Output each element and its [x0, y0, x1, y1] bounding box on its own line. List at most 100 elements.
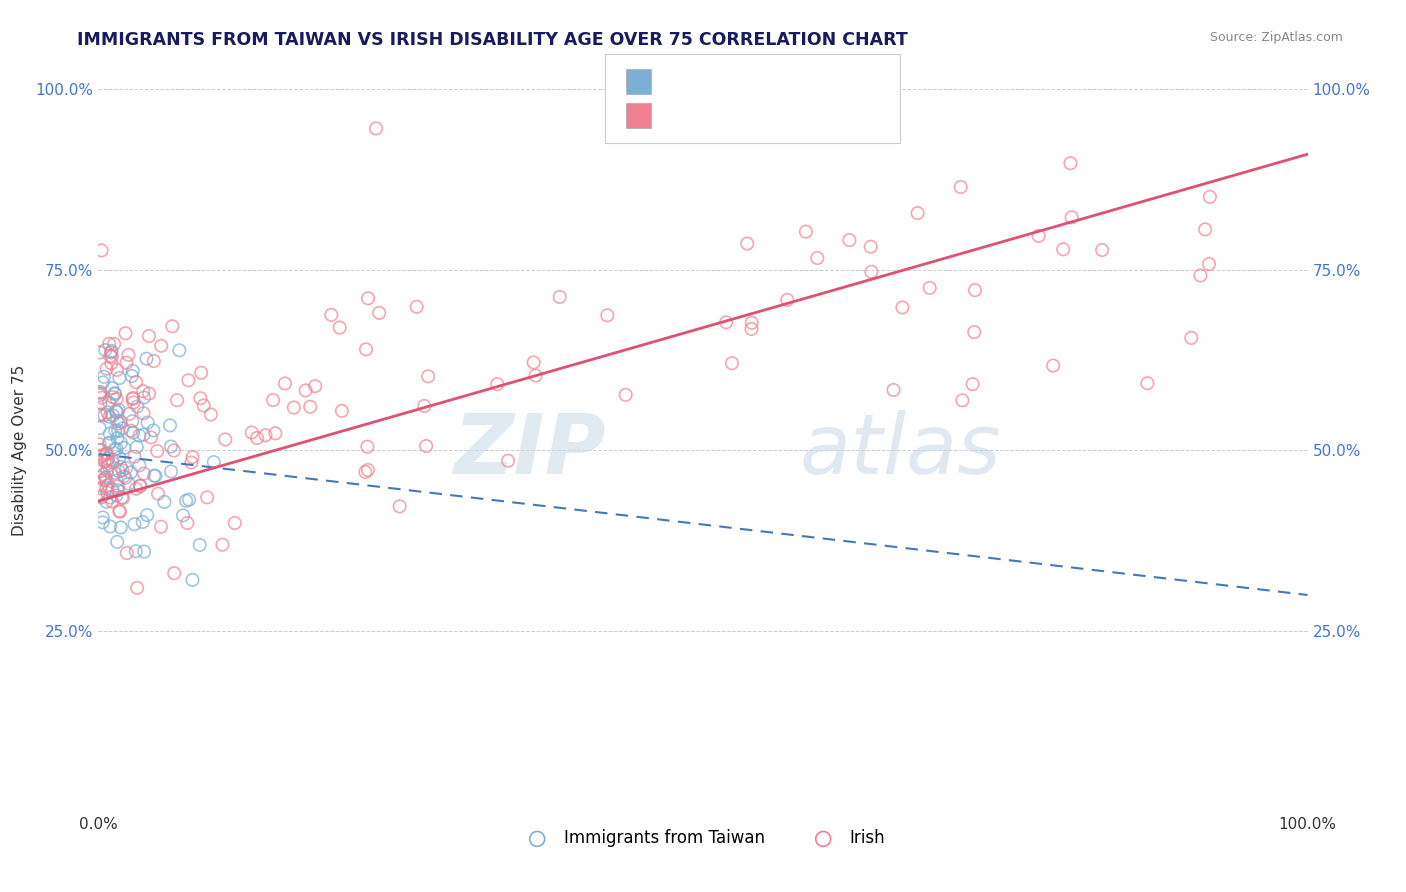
Point — [190, 391, 212, 405]
Point — [150, 339, 173, 353]
Point — [138, 386, 160, 401]
Text: Source: ZipAtlas.com: Source: ZipAtlas.com — [1209, 31, 1343, 45]
Point — [262, 393, 284, 408]
Point — [111, 463, 134, 477]
Point — [111, 490, 134, 504]
Point — [193, 399, 215, 413]
Point — [714, 315, 737, 329]
Point — [93, 467, 115, 482]
Point — [91, 448, 114, 462]
Point — [96, 446, 118, 460]
Point — [89, 437, 111, 451]
Point — [413, 399, 436, 413]
Point — [89, 481, 111, 495]
Point — [132, 384, 155, 398]
Point — [129, 479, 152, 493]
Point — [89, 345, 111, 359]
Point — [142, 354, 165, 368]
Point — [122, 392, 145, 406]
Point — [246, 431, 269, 445]
Point — [98, 435, 121, 450]
Point — [107, 402, 129, 417]
Point — [89, 442, 111, 457]
Point — [357, 291, 380, 305]
Point — [741, 316, 763, 330]
Point — [96, 485, 118, 500]
Point — [356, 440, 378, 454]
Point — [181, 450, 204, 464]
Text: N = 148: N = 148 — [787, 104, 868, 122]
Point — [125, 544, 148, 558]
Point — [163, 566, 186, 581]
Point — [963, 325, 986, 339]
Point — [104, 386, 127, 401]
Point — [132, 391, 155, 405]
Text: atlas: atlas — [800, 410, 1001, 491]
Point — [264, 426, 287, 441]
Point — [108, 504, 131, 518]
Point — [104, 423, 127, 437]
Point — [329, 320, 352, 334]
Point — [120, 466, 142, 480]
Point — [108, 371, 131, 385]
Point — [136, 416, 159, 430]
Point — [368, 306, 391, 320]
Point — [94, 343, 117, 357]
Point — [124, 517, 146, 532]
Point — [177, 373, 200, 387]
Point — [90, 491, 112, 505]
Point — [89, 421, 111, 435]
Point — [127, 400, 149, 414]
Point — [907, 206, 929, 220]
Point — [388, 500, 411, 514]
Point — [101, 390, 124, 404]
Point — [96, 495, 118, 509]
Point — [115, 546, 138, 560]
Point — [104, 404, 127, 418]
Point — [304, 379, 326, 393]
Point — [104, 387, 127, 401]
Point — [107, 479, 129, 493]
Point — [1136, 376, 1159, 391]
Point — [96, 454, 118, 468]
Point — [153, 495, 176, 509]
Point — [108, 464, 131, 478]
Point — [90, 450, 112, 464]
Point — [108, 450, 131, 465]
Point — [97, 451, 120, 466]
Point — [918, 281, 941, 295]
Point — [283, 401, 305, 415]
Point — [1028, 228, 1050, 243]
Point — [105, 534, 128, 549]
Point — [214, 433, 236, 447]
Point — [274, 376, 297, 391]
Point — [97, 478, 120, 492]
Point — [101, 494, 124, 508]
Point — [122, 395, 145, 409]
Point — [159, 418, 181, 433]
Point — [160, 440, 183, 454]
Point — [254, 428, 277, 442]
Point — [93, 408, 115, 422]
Point — [200, 408, 222, 422]
Point — [949, 180, 972, 194]
Point — [90, 244, 112, 258]
Point — [131, 515, 153, 529]
Point — [114, 471, 136, 485]
Point — [721, 356, 744, 370]
Point — [163, 443, 186, 458]
Point — [357, 463, 380, 477]
Text: N =  92: N = 92 — [787, 70, 860, 88]
Point — [950, 393, 973, 408]
Point — [91, 510, 114, 524]
Point — [97, 458, 120, 473]
Point — [132, 406, 155, 420]
Point — [859, 240, 882, 254]
Point — [91, 376, 114, 390]
Point — [806, 251, 828, 265]
Point — [104, 466, 127, 480]
Point — [1189, 268, 1212, 283]
Point — [96, 361, 118, 376]
Point — [114, 326, 136, 341]
Point — [354, 343, 377, 357]
